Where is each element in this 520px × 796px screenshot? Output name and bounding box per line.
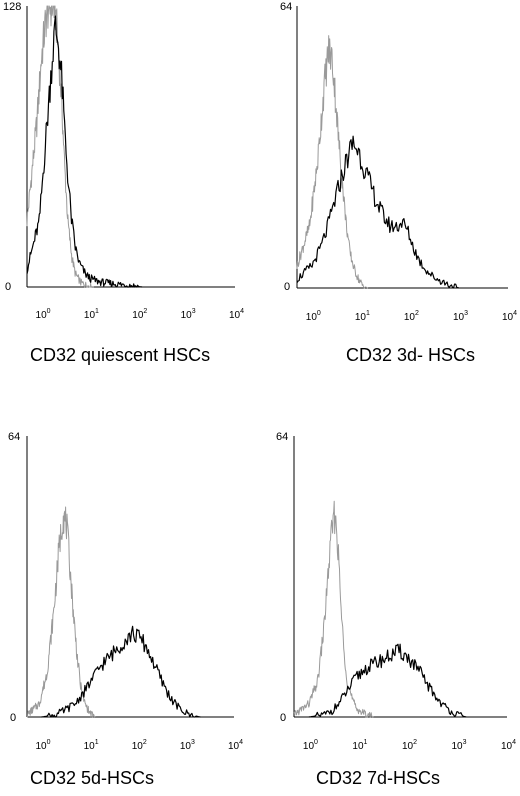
histogram-panel-7d: 64 0 100 101 102 103 104 CD32 7d-HSCs xyxy=(260,400,520,796)
y-axis-min-label: 0 xyxy=(5,281,12,293)
histogram-plot: 100 101 102 103 104 xyxy=(296,6,517,323)
x-tick-label: 100 xyxy=(36,308,51,321)
histogram-plot: 100 101 102 103 104 xyxy=(26,436,243,752)
x-tick-label: 102 xyxy=(132,739,147,752)
cd32-trace xyxy=(308,643,467,718)
isotype-control-trace xyxy=(27,506,96,718)
x-tick-label: 103 xyxy=(451,739,466,752)
x-tick-label: 100 xyxy=(303,739,318,752)
x-tick-label: 103 xyxy=(453,310,468,323)
x-tick-label: 104 xyxy=(501,739,516,752)
isotype-control-trace xyxy=(296,35,369,289)
panel-caption: CD32 5d-HSCs xyxy=(30,768,155,788)
isotype-control-trace xyxy=(293,500,374,718)
x-tick-label: 103 xyxy=(181,308,196,321)
x-tick-label: 101 xyxy=(84,739,99,752)
panel-caption: CD32 quiescent HSCs xyxy=(30,345,211,365)
y-axis-max-label: 64 xyxy=(8,431,21,443)
x-tick-label: 102 xyxy=(402,739,417,752)
histogram-panel-5d: 64 0 100 101 102 103 104 CD32 5d-HSCs xyxy=(0,400,260,796)
y-axis-max-label: 64 xyxy=(276,431,289,443)
y-axis-max-label: 128 xyxy=(3,1,22,13)
x-tick-label: 104 xyxy=(228,739,243,752)
y-axis-max-label: 64 xyxy=(280,1,293,13)
x-tick-label: 100 xyxy=(35,739,50,752)
panel-caption: CD32 3d- HSCs xyxy=(346,345,476,365)
isotype-control-trace xyxy=(26,5,94,288)
x-tick-label: 101 xyxy=(352,739,367,752)
y-axis-min-label: 0 xyxy=(10,712,17,724)
x-tick-label: 102 xyxy=(404,310,419,323)
x-tick-label: 101 xyxy=(84,308,99,321)
x-tick-label: 104 xyxy=(229,308,244,321)
histogram-panel-3d: 64 0 100 101 102 103 104 CD32 3d- HSCs xyxy=(260,0,520,400)
x-tick-label: 101 xyxy=(355,310,370,323)
histogram-panel-quiescent: 128 0 100 101 102 103 104 CD32 quiescent HSC… xyxy=(0,0,260,400)
cd32-trace xyxy=(41,625,201,718)
x-tick-label: 104 xyxy=(502,310,517,323)
x-tick-label: 102 xyxy=(132,308,147,321)
histogram-plot: 100 101 102 103 104 xyxy=(26,5,244,321)
x-tick-label: 100 xyxy=(306,310,321,323)
y-axis-min-label: 0 xyxy=(280,712,287,724)
cd32-trace xyxy=(296,135,460,289)
histogram-plot: 100 101 102 103 104 xyxy=(293,436,516,752)
y-axis-min-label: 0 xyxy=(284,281,291,293)
cd32-trace xyxy=(26,15,143,288)
x-tick-label: 103 xyxy=(180,739,195,752)
panel-caption: CD32 7d-HSCs xyxy=(316,768,441,788)
